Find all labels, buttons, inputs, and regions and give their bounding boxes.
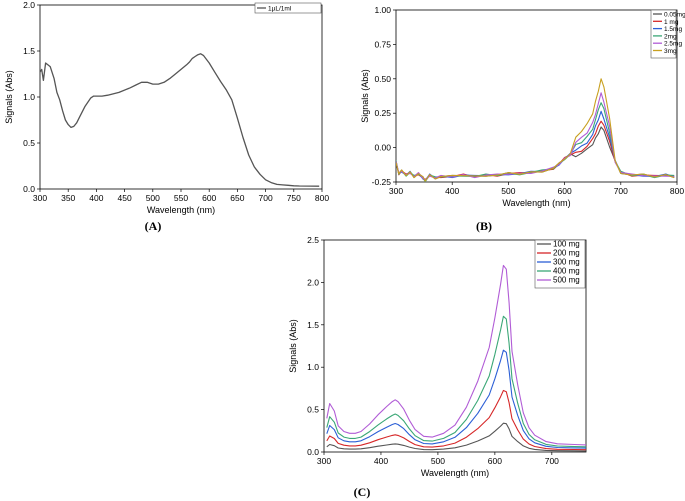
y-tick-label: 0.75 (374, 39, 391, 49)
legend-label: 1.5mg (664, 26, 682, 33)
x-tick-label: 300 (317, 456, 331, 466)
y-tick-label: 0.5 (23, 138, 35, 148)
x-tick-label: 300 (33, 193, 47, 203)
y-tick-label: 1.00 (374, 5, 391, 15)
x-tick-label: 500 (501, 186, 515, 196)
x-tick-label: 350 (61, 193, 75, 203)
x-axis-label: Wavelength (nm) (147, 205, 215, 215)
x-tick-label: 450 (118, 193, 132, 203)
x-tick-label: 700 (545, 456, 559, 466)
x-tick-label: 400 (445, 186, 459, 196)
y-tick-label: -0.25 (372, 177, 392, 187)
x-axis-label: Wavelength (nm) (421, 468, 489, 478)
x-tick-label: 800 (315, 193, 329, 203)
y-tick-label: 1.5 (307, 320, 319, 330)
x-tick-label: 800 (670, 186, 684, 196)
legend-label: 1 mg (664, 19, 679, 26)
y-tick-label: 2.0 (23, 0, 35, 10)
panel-label: (B) (476, 219, 492, 233)
y-tick-label: 0.25 (374, 108, 391, 118)
plot-frame (323, 239, 587, 453)
series-line-4 (326, 315, 586, 448)
y-tick-label: 2.5 (307, 235, 319, 245)
series-line-1 (40, 53, 320, 187)
y-axis-label: Signals (Abs) (4, 70, 14, 124)
x-tick-label: 650 (230, 193, 244, 203)
y-tick-label: 0.0 (23, 184, 35, 194)
y-tick-label: 0.0 (307, 447, 319, 457)
x-tick-label: 500 (146, 193, 160, 203)
legend: 1µL/1ml (254, 2, 322, 14)
y-tick-label: 1.0 (307, 362, 319, 372)
plot-frame (395, 9, 678, 183)
legend-label: 400 mg (553, 267, 580, 276)
x-tick-label: 700 (614, 186, 628, 196)
series-line-2 (326, 389, 586, 451)
legend-label: 2.5mg (664, 41, 682, 48)
chart-panel-a: 300 350 400 450 500 550 600 650 700 750 800 0.0 0.5 1… (4, 0, 329, 233)
legend-label: 200 mg (553, 249, 580, 258)
series-line-5 (326, 264, 586, 446)
panel-label: (C) (354, 485, 371, 499)
legend-box (254, 2, 322, 14)
x-tick-label: 500 (431, 456, 445, 466)
legend-label: 100 mg (553, 240, 580, 249)
y-tick-label: 1.5 (23, 46, 35, 56)
legend-label: 500 mg (553, 276, 580, 285)
legend-label: 3mg (664, 48, 677, 55)
y-tick-label: 0.00 (374, 143, 391, 153)
y-tick-label: 1.0 (23, 92, 35, 102)
series-line-4 (396, 102, 675, 182)
series-line-1 (326, 422, 586, 452)
plot-frame (39, 4, 323, 190)
x-tick-label: 600 (488, 456, 502, 466)
x-tick-label: 300 (389, 186, 403, 196)
series-line-3 (326, 349, 586, 449)
x-tick-label: 400 (89, 193, 103, 203)
x-tick-label: 700 (259, 193, 273, 203)
x-axis-label: Wavelength (nm) (502, 198, 570, 208)
x-tick-label: 600 (202, 193, 216, 203)
y-tick-label: 0.5 (307, 405, 319, 415)
panel-label: (A) (145, 219, 162, 233)
x-tick-label: 750 (287, 193, 301, 203)
chart-panel-b: 300 400 500 600 700 800 -0.25 0.00 0.25 0.50 0.75 1… (360, 5, 685, 233)
y-tick-label: 2.0 (307, 277, 319, 287)
x-tick-label: 600 (558, 186, 572, 196)
x-tick-label: 550 (174, 193, 188, 203)
legend-label: 0.05mg (664, 12, 685, 19)
chart-panel-c: 300 400 500 600 700 0.0 0.5 1.0 1.5 2.0 2.5 Wavelen… (288, 235, 587, 499)
x-tick-label: 400 (374, 456, 388, 466)
legend-label: 1µL/1ml (268, 6, 292, 13)
legend-label: 2mg (664, 33, 677, 40)
series-line-6 (396, 78, 675, 182)
series-line-2 (396, 120, 675, 181)
y-axis-label: Signals (Abs) (360, 69, 370, 123)
y-tick-label: 0.50 (374, 74, 391, 84)
series-line-3 (396, 110, 675, 182)
y-axis-label: Signals (Abs) (288, 319, 298, 373)
series-line-5 (396, 92, 675, 181)
legend-label: 300 mg (553, 258, 580, 267)
